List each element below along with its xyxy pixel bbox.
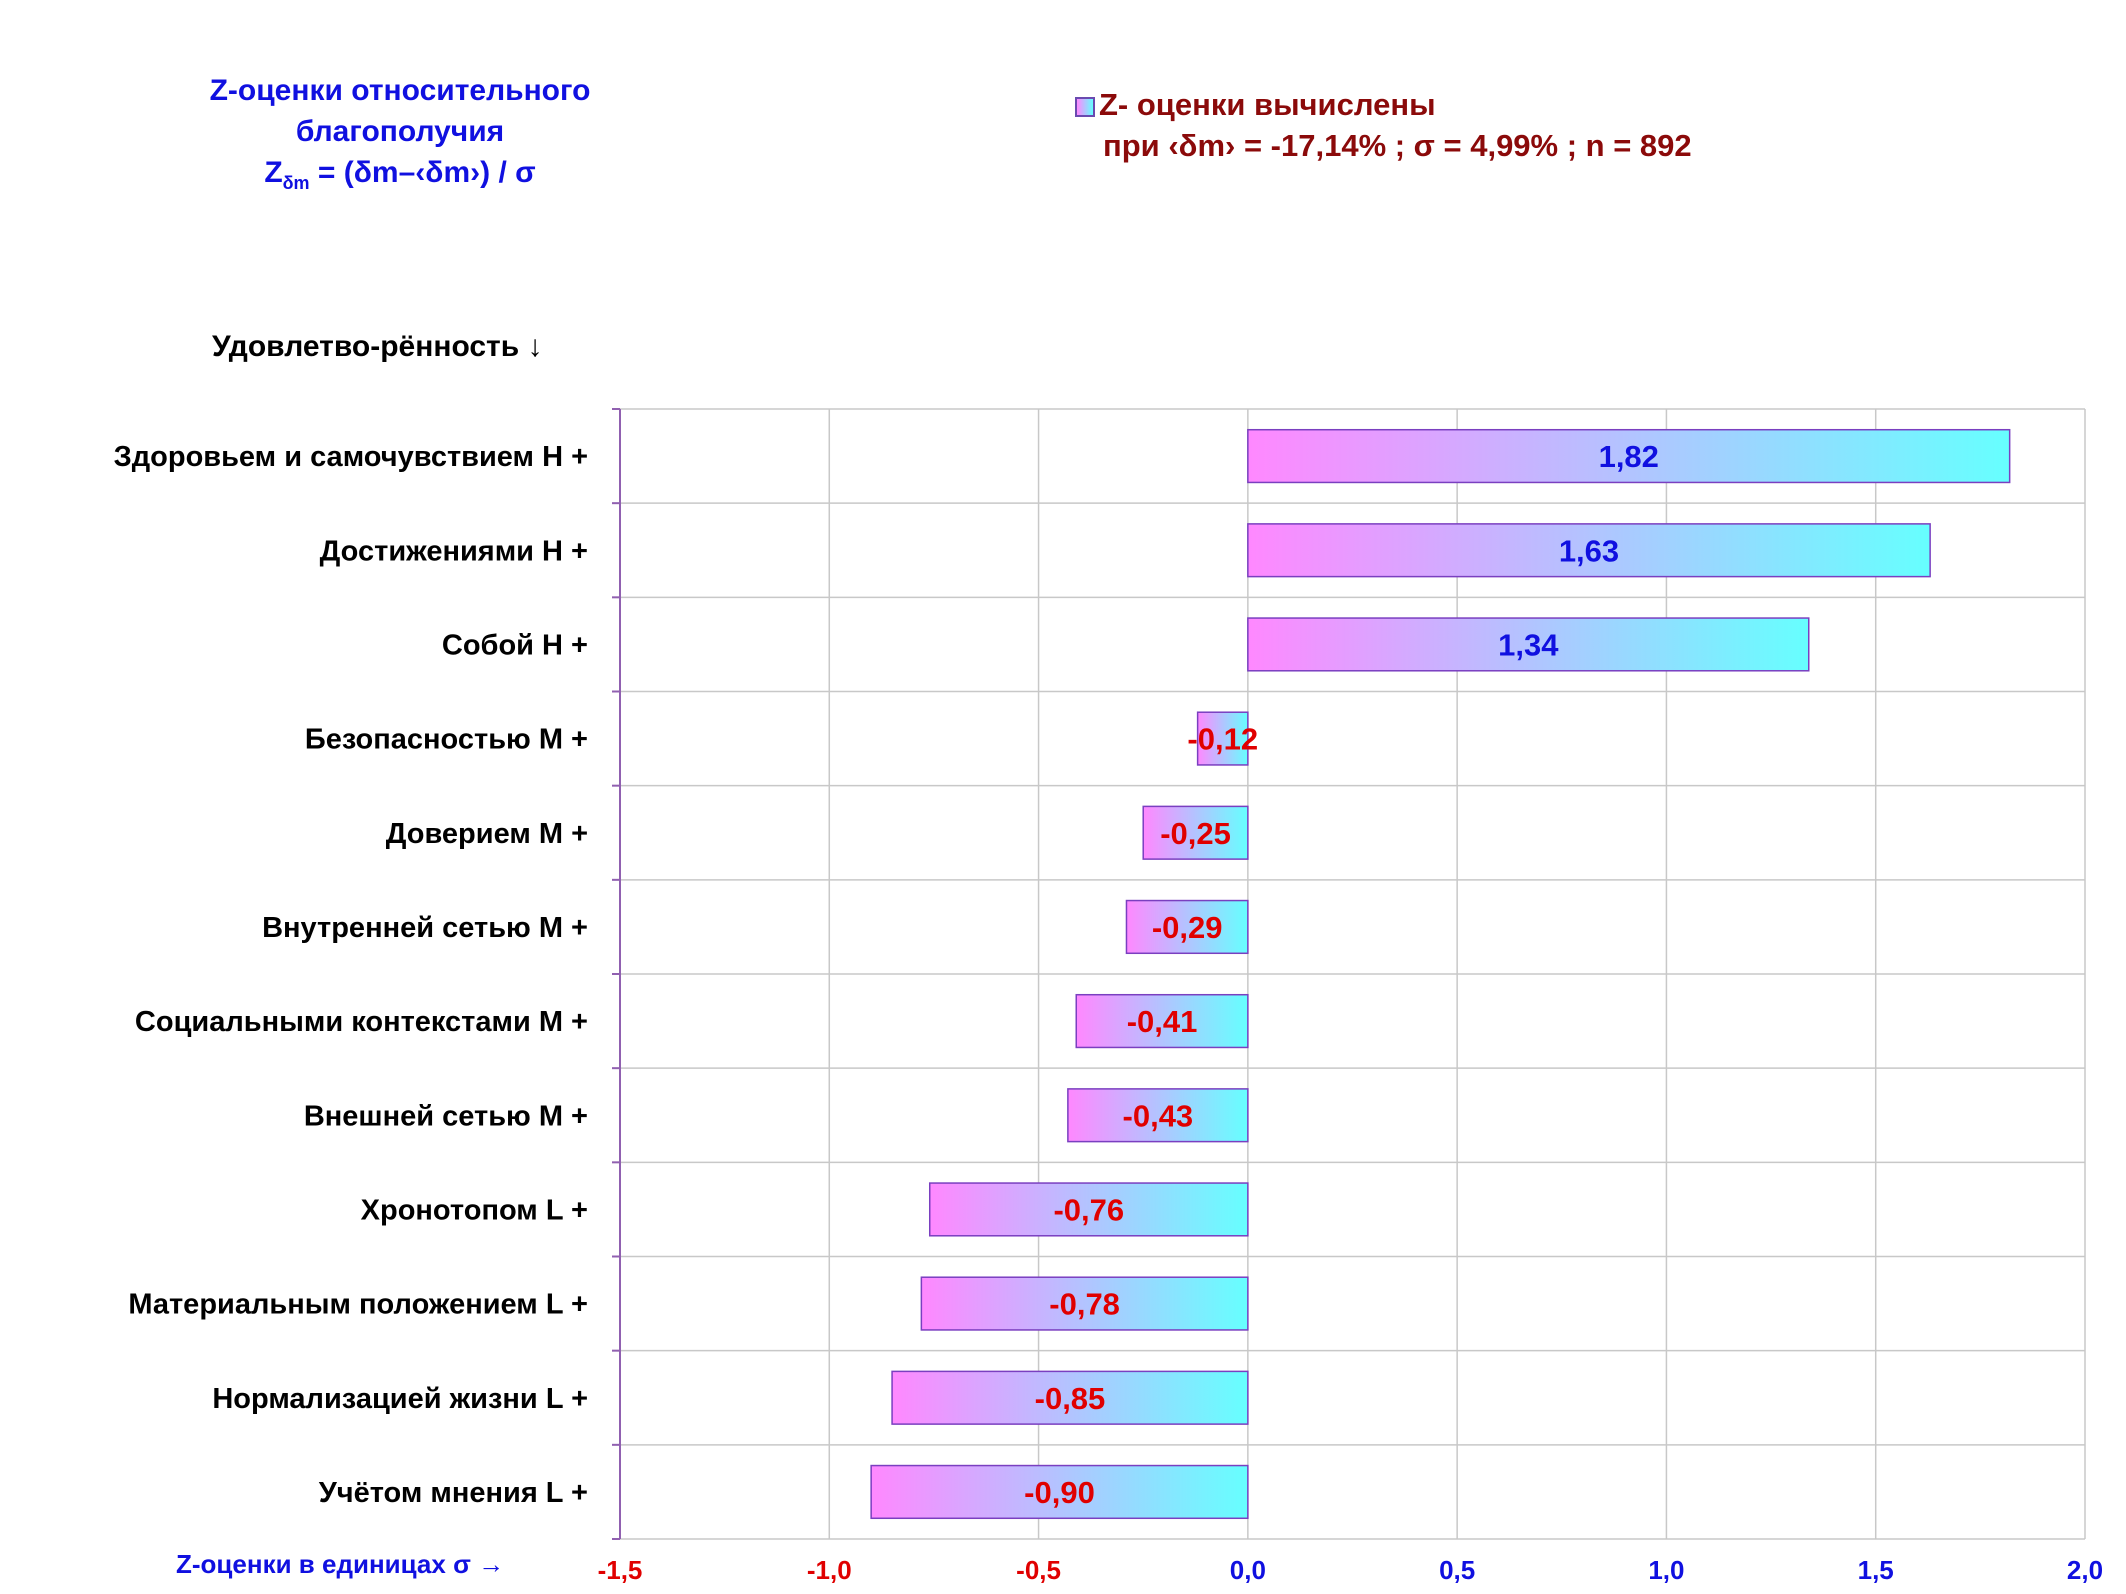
x-tick-label: 1,0 bbox=[1648, 1555, 1684, 1585]
bar bbox=[1125, 899, 1249, 955]
legend-line2: при ‹δm› = -17,14% ; σ = 4,99% ; n = 892 bbox=[1103, 128, 1692, 163]
bar bbox=[1067, 1088, 1249, 1143]
category-label: Собой Н + bbox=[442, 629, 588, 661]
category-label: Внутренней сетью М + bbox=[262, 912, 588, 944]
x-tick-label: 0,0 bbox=[1230, 1555, 1266, 1585]
value-label: 1,63 bbox=[1559, 533, 1619, 568]
formula-z: Z bbox=[264, 156, 283, 189]
category-label: Нормализацией жизни L + bbox=[212, 1383, 588, 1415]
chart-title: Z-оценки относительного благополучия Zδm… bbox=[130, 70, 670, 204]
bar bbox=[920, 1276, 1249, 1331]
x-tick-label: 0,5 bbox=[1439, 1555, 1475, 1585]
y-axis-title: Удовлетво-рённость ↓ bbox=[212, 330, 543, 363]
legend-swatch bbox=[1075, 96, 1095, 117]
formula-subscript: δm bbox=[282, 173, 310, 193]
bar bbox=[1247, 428, 2011, 484]
value-label: 1,82 bbox=[1599, 439, 1659, 474]
x-tick-label: -1,0 bbox=[807, 1555, 852, 1585]
bar bbox=[1142, 805, 1249, 860]
title-formula: Zδm = (δm–‹δm›) / σ bbox=[130, 152, 670, 204]
value-label: -0,25 bbox=[1160, 816, 1231, 851]
labels: -1,5 -1,0 -0,5 0,0 0,5 1,0 1,5 2,0 Здоровьем и с… bbox=[114, 439, 2104, 1585]
x-tick-label: 1,5 bbox=[1858, 1555, 1894, 1585]
legend-line1: Z- оценки вычислены bbox=[1075, 84, 1692, 125]
value-label: -0,41 bbox=[1127, 1004, 1198, 1039]
x-tick-label: -0,5 bbox=[1016, 1555, 1061, 1585]
category-label: Достижениями Н + bbox=[320, 535, 588, 567]
bar bbox=[1075, 993, 1249, 1049]
category-label: Здоровьем и самочувствием Н + bbox=[114, 441, 588, 473]
bar bbox=[1196, 711, 1249, 766]
bar bbox=[1247, 617, 1810, 672]
legend: Z- оценки вычислены при ‹δm› = -17,14% ;… bbox=[1075, 84, 1692, 166]
value-label: 1,34 bbox=[1498, 627, 1559, 662]
category-label: Учётом мнения L + bbox=[319, 1477, 588, 1509]
category-label: Доверием М + bbox=[386, 818, 588, 850]
value-label: -0,76 bbox=[1053, 1192, 1124, 1227]
legend-text1: Z- оценки вычислены bbox=[1099, 87, 1436, 122]
x-axis-title: Z-оценки в единицах σ → bbox=[176, 1549, 505, 1579]
bar bbox=[870, 1464, 1249, 1520]
bar bbox=[928, 1182, 1249, 1237]
category-label: Внешней сетью М + bbox=[304, 1100, 588, 1132]
value-label: -0,12 bbox=[1187, 722, 1258, 757]
bar bbox=[891, 1370, 1249, 1425]
x-tick-label: 2,0 bbox=[2067, 1555, 2103, 1585]
category-label: Материальным положением L + bbox=[128, 1289, 588, 1321]
title-line2: благополучия bbox=[295, 115, 505, 148]
formula-rest: = (δm–‹δm›) / σ bbox=[309, 156, 536, 189]
title-line1: Z-оценки относительного bbox=[209, 74, 591, 107]
x-tick-label: -1,5 bbox=[598, 1555, 643, 1585]
category-label: Безопасностью М + bbox=[305, 724, 588, 756]
category-label: Социальными контекстами М + bbox=[135, 1006, 588, 1038]
value-label: -0,90 bbox=[1024, 1475, 1095, 1510]
value-label: -0,43 bbox=[1123, 1098, 1194, 1133]
bar bbox=[1247, 523, 1931, 578]
category-label: Хронотопом L + bbox=[361, 1194, 588, 1226]
bars bbox=[870, 428, 2011, 1520]
value-label: -0,78 bbox=[1049, 1287, 1120, 1322]
grid bbox=[612, 408, 2086, 1540]
value-label: -0,29 bbox=[1152, 910, 1223, 945]
value-label: -0,85 bbox=[1035, 1381, 1106, 1416]
